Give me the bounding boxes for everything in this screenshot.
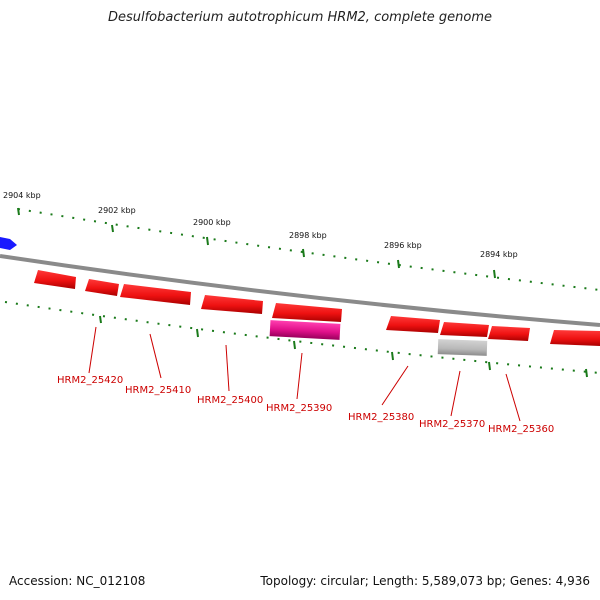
gene-hrm2-25380[interactable] (386, 316, 440, 333)
genome-backbone (0, 254, 600, 327)
gene-hrm2-25410-a[interactable] (85, 279, 119, 296)
scale-label-2900: 2900 kbp (193, 218, 231, 227)
gene-label-hrm2-25390[interactable]: HRM2_25390 (266, 403, 332, 414)
gene-label-hrm2-25380[interactable]: HRM2_25380 (348, 412, 414, 423)
scale-label-2902: 2902 kbp (98, 206, 136, 215)
gene-hrm2-25360[interactable] (488, 326, 530, 341)
gene-label-hrm2-25360[interactable]: HRM2_25360 (488, 424, 554, 435)
outer-tick-track (17, 207, 600, 291)
feature-blue[interactable] (0, 237, 17, 250)
accession-text: Accession: NC_012108 (9, 574, 146, 588)
gene-label-hrm2-25370[interactable]: HRM2_25370 (419, 419, 485, 430)
pseudogene-hrm2-25370[interactable] (437, 339, 488, 356)
gene-label-hrm2-25420[interactable]: HRM2_25420 (57, 375, 123, 386)
map-title: Desulfobacterium autotrophicum HRM2, com… (107, 10, 493, 25)
gene-hrm2-25410-b[interactable] (120, 284, 191, 305)
scale-label-2898: 2898 kbp (289, 231, 327, 240)
inner-tick-track (4, 301, 600, 378)
gene-track (34, 270, 600, 346)
scale-label-2894: 2894 kbp (480, 250, 518, 259)
gene-label-hrm2-25410[interactable]: HRM2_25410 (125, 385, 191, 396)
gene-hrm2-25420[interactable] (34, 270, 76, 289)
gene-hrm2-25390[interactable] (272, 303, 342, 322)
gene-hrm2-25370[interactable] (440, 322, 489, 337)
gene-hrm2-25400[interactable] (201, 295, 263, 314)
leader-lines (88, 326, 521, 422)
genome-summary: Topology: circular; Length: 5,589,073 bp… (260, 574, 590, 588)
scale-label-2896: 2896 kbp (384, 241, 422, 250)
gene-label-hrm2-25400[interactable]: HRM2_25400 (197, 395, 263, 406)
scale-label-2904: 2904 kbp (3, 191, 41, 200)
gene-hrm2-25390-highlight[interactable] (269, 320, 341, 340)
gene-next[interactable] (550, 330, 600, 346)
